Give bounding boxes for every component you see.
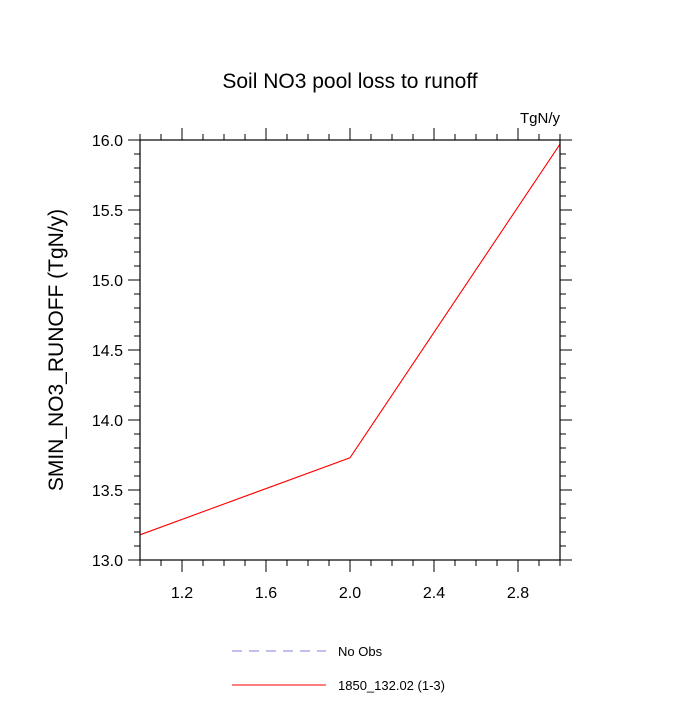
y-tick-label: 15.0: [92, 273, 123, 290]
plot-frame: [139, 139, 561, 561]
axis-ticks: 1.2 1.6 2.0 2.4 2.8 13.0 13.5 14.0 14.5 15.0 15.5 1…: [92, 128, 572, 602]
y-tick-label: 13.5: [92, 483, 123, 500]
x-tick-label: 2.4: [423, 585, 445, 602]
y-tick-label: 14.0: [92, 413, 123, 430]
chart-title: Soil NO3 pool loss to runoff: [222, 70, 477, 93]
x-tick-label: 2.0: [339, 585, 361, 602]
y-tick-label: 14.5: [92, 343, 123, 360]
x-tick-label: 1.2: [171, 585, 193, 602]
x-tick-label: 1.6: [255, 585, 277, 602]
series-layer: [139, 143, 561, 536]
y-tick-label: 16.0: [92, 133, 123, 150]
x-tick-label: 2.8: [507, 585, 529, 602]
y-tick-label: 13.0: [92, 553, 123, 570]
legend-label-0: No Obs: [338, 644, 383, 659]
series-line-1: [139, 143, 561, 536]
units-label: TgN/y: [520, 110, 561, 127]
legend-label-1: 1850_132.02 (1-3): [338, 678, 445, 693]
y-tick-label: 15.5: [92, 203, 123, 220]
y-axis-label: SMIN_NO3_RUNOFF (TgN/y): [45, 209, 68, 491]
legend: No Obs 1850_132.02 (1-3): [232, 644, 445, 693]
